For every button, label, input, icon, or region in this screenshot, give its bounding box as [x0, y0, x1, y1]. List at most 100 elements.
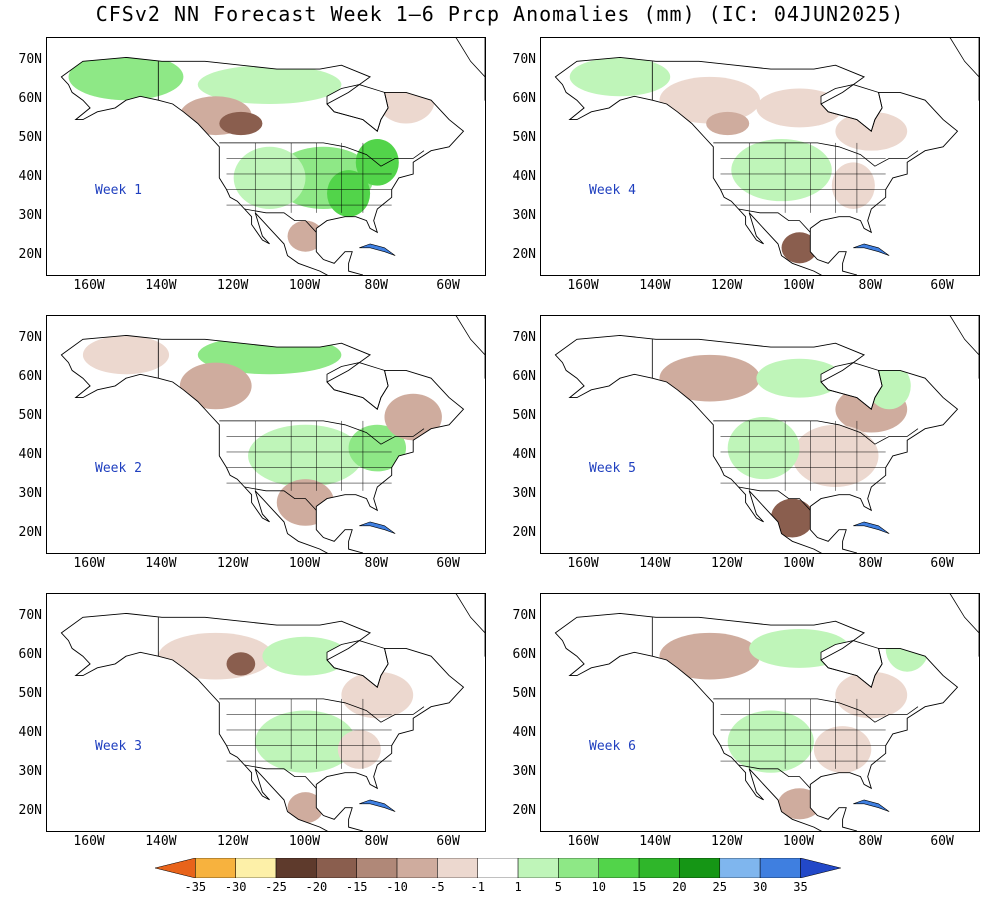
coastline	[60, 56, 465, 275]
lat-tick-label: 30N	[512, 207, 536, 223]
colorbar-tick-label: -1	[470, 880, 485, 894]
lat-tick-label: 40N	[512, 724, 536, 740]
map-svg	[60, 38, 485, 275]
lat-tick-label: 20N	[18, 802, 42, 818]
border-line	[713, 698, 919, 723]
lat-tick-label: 60N	[512, 369, 536, 385]
anomaly-region	[727, 417, 800, 480]
colorbar-segment	[235, 857, 277, 879]
lon-tick-label: 160W	[567, 834, 599, 849]
colorbar-tick-label: 20	[672, 880, 687, 894]
greenland	[455, 316, 485, 379]
lat-tick-label: 50N	[18, 686, 42, 702]
anomaly-region	[226, 652, 256, 676]
lon-tick-label: 100W	[782, 278, 815, 293]
lon-tick-label: 60W	[930, 556, 954, 571]
greenland	[455, 594, 485, 657]
colorbar-segment	[356, 857, 398, 879]
lon-tick-label: 100W	[288, 556, 321, 571]
anomaly-region	[255, 710, 356, 773]
border-line	[219, 420, 425, 445]
greenland	[949, 594, 979, 657]
week-label: Week 3	[95, 739, 142, 754]
colorbar-tick-label: -5	[430, 880, 445, 894]
lon-tick-label: 80W	[858, 834, 883, 849]
coastline	[60, 334, 465, 553]
week-label: Week 4	[589, 183, 636, 198]
lat-tick-label: 30N	[18, 485, 42, 501]
border-line	[738, 208, 811, 233]
anomaly-region	[179, 362, 252, 410]
map-svg	[554, 316, 979, 553]
lon-tick-label: 140W	[145, 556, 177, 571]
colorbar-tick-label: 1	[514, 880, 522, 894]
anomaly-region	[158, 632, 274, 680]
anomaly-region	[659, 76, 760, 124]
anomaly-region	[341, 671, 414, 719]
border-line	[219, 142, 425, 167]
lon-tick-label: 120W	[217, 556, 249, 571]
lon-tick-label: 160W	[567, 556, 599, 571]
anomaly-region	[287, 220, 324, 252]
lat-tick-label: 40N	[18, 724, 42, 740]
colorbar-segment	[477, 857, 519, 879]
lat-tick-label: 50N	[18, 130, 42, 146]
border-line	[244, 208, 317, 233]
anomaly-region	[659, 632, 760, 680]
colorbar-segment	[517, 857, 559, 879]
land-area	[61, 613, 464, 831]
colorbar-tick-label: -25	[265, 880, 287, 894]
lon-tick-label: 80W	[364, 278, 389, 293]
border-line	[244, 764, 317, 789]
anomaly-region	[219, 111, 263, 136]
lon-tick-label: 160W	[73, 834, 105, 849]
lat-tick-label: 30N	[512, 485, 536, 501]
anomaly-region	[781, 232, 818, 264]
lon-tick-label: 120W	[217, 278, 249, 293]
lat-tick-label: 60N	[18, 369, 42, 385]
anomaly-region	[813, 726, 872, 773]
colorbar-svg	[154, 857, 841, 879]
anomaly-region	[727, 710, 814, 773]
lon-tick-label: 140W	[639, 834, 671, 849]
map-svg	[554, 594, 979, 831]
colorbar-segment	[638, 857, 680, 879]
map-panel: Week 4	[540, 37, 980, 276]
colorbar-tick-label: 5	[554, 880, 563, 894]
lat-tick-label: 30N	[18, 763, 42, 779]
greenland	[949, 316, 979, 379]
lon-tick-label: 160W	[73, 278, 105, 293]
lat-tick-label: 20N	[512, 246, 536, 262]
cuba	[853, 799, 890, 812]
lon-tick-label: 80W	[858, 556, 883, 571]
map-panel: Week 5	[540, 315, 980, 554]
anomaly-region	[68, 57, 184, 101]
colorbar-segment	[598, 857, 640, 879]
map-panel: Week 1	[46, 37, 486, 276]
lat-tick-label: 70N	[18, 608, 42, 624]
lat-tick-label: 70N	[512, 330, 536, 346]
lat-tick-label: 30N	[18, 207, 42, 223]
lon-tick-label: 160W	[567, 278, 599, 293]
anomaly-region	[659, 354, 760, 402]
lat-tick-label: 50N	[512, 130, 536, 146]
anomaly-region	[276, 479, 335, 526]
lon-tick-label: 60W	[930, 278, 954, 293]
lon-tick-label: 120W	[711, 834, 743, 849]
lon-tick-label: 80W	[364, 556, 389, 571]
map-svg	[60, 316, 485, 553]
lat-tick-label: 60N	[18, 647, 42, 663]
cuba	[359, 799, 396, 812]
border-line	[219, 698, 425, 723]
lon-tick-label: 80W	[364, 834, 389, 849]
lat-tick-label: 20N	[18, 524, 42, 540]
border-line	[738, 764, 811, 789]
anomaly-region	[233, 146, 306, 209]
chart-title: CFSv2 NN Forecast Week 1–6 Prcp Anomalie…	[95, 2, 905, 26]
anomaly-region	[706, 111, 750, 136]
coastline	[554, 56, 959, 275]
coastline	[554, 612, 959, 831]
border-line	[738, 486, 811, 511]
lat-tick-label: 40N	[18, 168, 42, 184]
lon-tick-label: 120W	[711, 278, 743, 293]
